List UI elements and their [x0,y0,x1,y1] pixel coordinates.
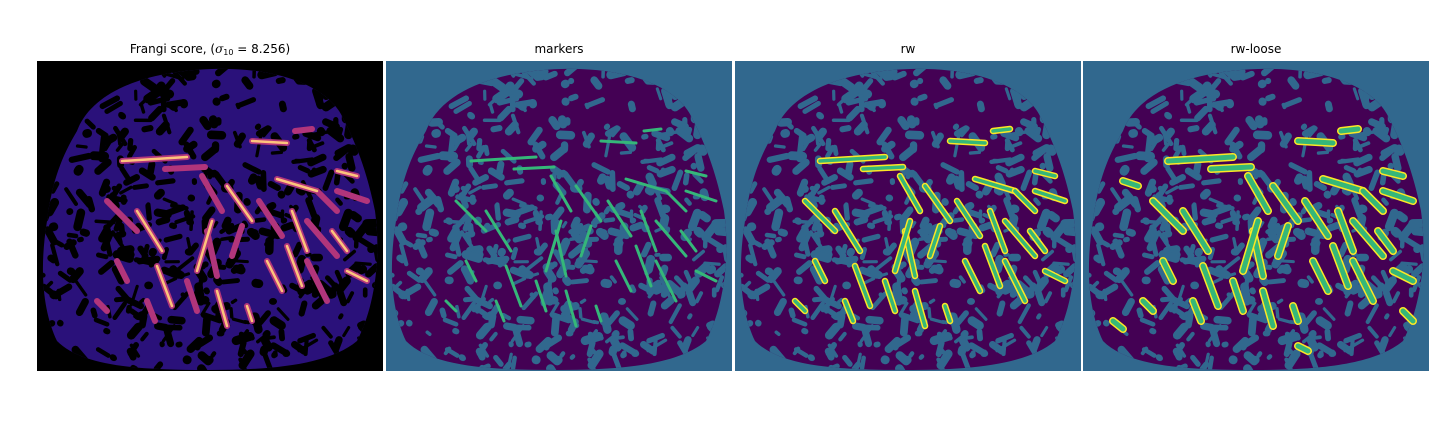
rw-image [735,61,1081,371]
rw-title: rw [900,42,916,56]
rw-svg [735,61,1081,371]
markers-image [386,61,732,371]
frangi-image [37,61,383,371]
frangi-svg [37,61,383,371]
markers-title: markers [534,42,584,56]
rw-loose-svg [1083,61,1429,371]
markers-svg [386,61,732,371]
rw-loose-title: rw-loose [1230,42,1282,56]
rw-loose-image [1083,61,1429,371]
frangi-title: Frangi score, (σ10 = 8.256) [129,42,291,57]
